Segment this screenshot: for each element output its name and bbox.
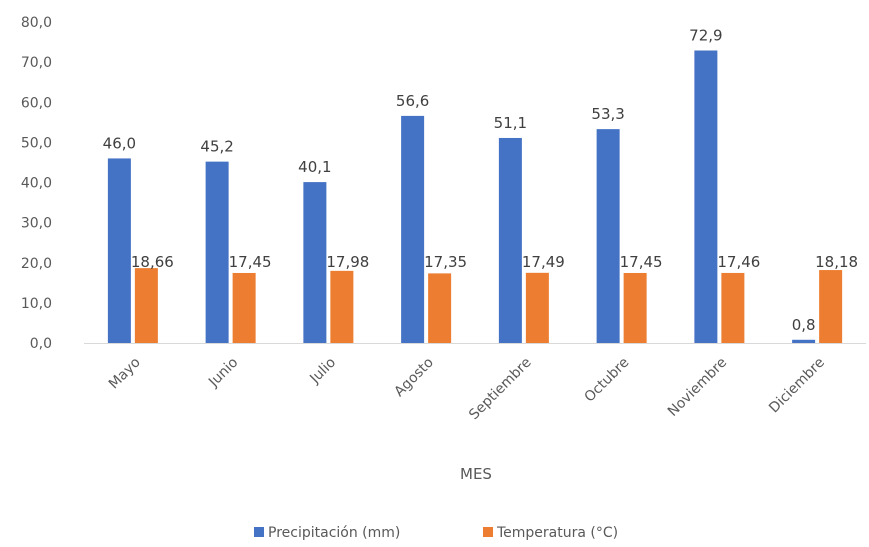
x-tick-label: Octubre — [582, 355, 633, 406]
precip-bar-agosto — [401, 115, 425, 343]
precip-label-septiembre: 51,1 — [494, 114, 527, 132]
y-tick-label: 10,0 — [21, 296, 52, 312]
x-tick-label: Mayo — [106, 355, 144, 393]
temp-bar-octubre — [623, 272, 647, 343]
precip-bar-septiembre — [498, 137, 522, 343]
y-tick-label: 0,0 — [30, 336, 52, 352]
y-tick-label: 30,0 — [21, 216, 52, 232]
temp-label-diciembre: 18,18 — [815, 253, 858, 271]
temp-bar-julio — [330, 270, 354, 343]
temp-label-octubre: 17,45 — [620, 253, 663, 271]
precip-label-junio: 45,2 — [200, 138, 233, 156]
precip-bar-octubre — [596, 129, 620, 343]
x-tick-label: Junio — [205, 355, 241, 391]
precip-bar-julio — [303, 182, 327, 343]
bars — [107, 50, 843, 344]
legend-swatch-temperatura — [483, 527, 493, 537]
temp-label-julio: 17,98 — [326, 253, 369, 271]
temp-bar-mayo — [134, 268, 158, 343]
x-axis-title: MES — [460, 465, 492, 483]
y-tick-label: 70,0 — [21, 55, 52, 71]
precip-label-mayo: 46,0 — [103, 134, 136, 152]
x-tick-label: Julio — [306, 355, 339, 388]
precip-bar-mayo — [107, 158, 131, 343]
y-tick-label: 40,0 — [21, 176, 52, 192]
legend-label-temperatura: Temperatura (°C) — [496, 525, 618, 541]
precip-bar-diciembre — [792, 339, 816, 343]
precip-bar-noviembre — [694, 50, 718, 344]
precip-label-diciembre: 0,8 — [792, 316, 816, 334]
temp-bar-junio — [232, 272, 256, 343]
temp-label-septiembre: 17,49 — [522, 253, 565, 271]
x-tick-label: Agosto — [391, 355, 437, 401]
x-tick-label: Noviembre — [665, 355, 730, 420]
x-tick-label: Septiembre — [466, 355, 535, 424]
legend-label-precipitacion: Precipitación (mm) — [268, 525, 400, 541]
temp-label-agosto: 17,35 — [424, 253, 467, 271]
precip-label-noviembre: 72,9 — [689, 26, 722, 44]
temp-bar-agosto — [428, 273, 452, 343]
temp-bar-noviembre — [721, 272, 745, 343]
precip-label-julio: 40,1 — [298, 158, 331, 176]
y-tick-label: 80,0 — [21, 15, 52, 31]
temp-label-noviembre: 17,46 — [717, 253, 760, 271]
temp-label-junio: 17,45 — [229, 253, 272, 271]
y-tick-label: 50,0 — [21, 135, 52, 151]
y-tick-label: 60,0 — [21, 95, 52, 111]
precip-label-agosto: 56,6 — [396, 92, 429, 110]
x-tick-label: Diciembre — [766, 355, 828, 417]
temp-bar-diciembre — [819, 270, 843, 343]
temp-label-mayo: 18,66 — [131, 253, 174, 271]
precip-bar-junio — [205, 161, 229, 343]
temp-bar-septiembre — [525, 272, 549, 343]
x-axis: Mayo Junio Julio Agosto Septiembre Octubre Nov… — [106, 355, 828, 424]
y-tick-label: 20,0 — [21, 256, 52, 272]
y-axis: 0,0 10,0 20,0 30,0 40,0 50,0 60,0 70,0 80,0 — [21, 15, 52, 352]
precip-label-octubre: 53,3 — [591, 105, 624, 123]
legend-swatch-precipitacion — [254, 527, 264, 537]
legend: Precipitación (mm) Temperatura (°C) — [254, 525, 618, 541]
data-labels: 46,0 45,2 40,1 56,6 51,1 53,3 72,9 0,8 18,66 17,4… — [103, 26, 858, 333]
